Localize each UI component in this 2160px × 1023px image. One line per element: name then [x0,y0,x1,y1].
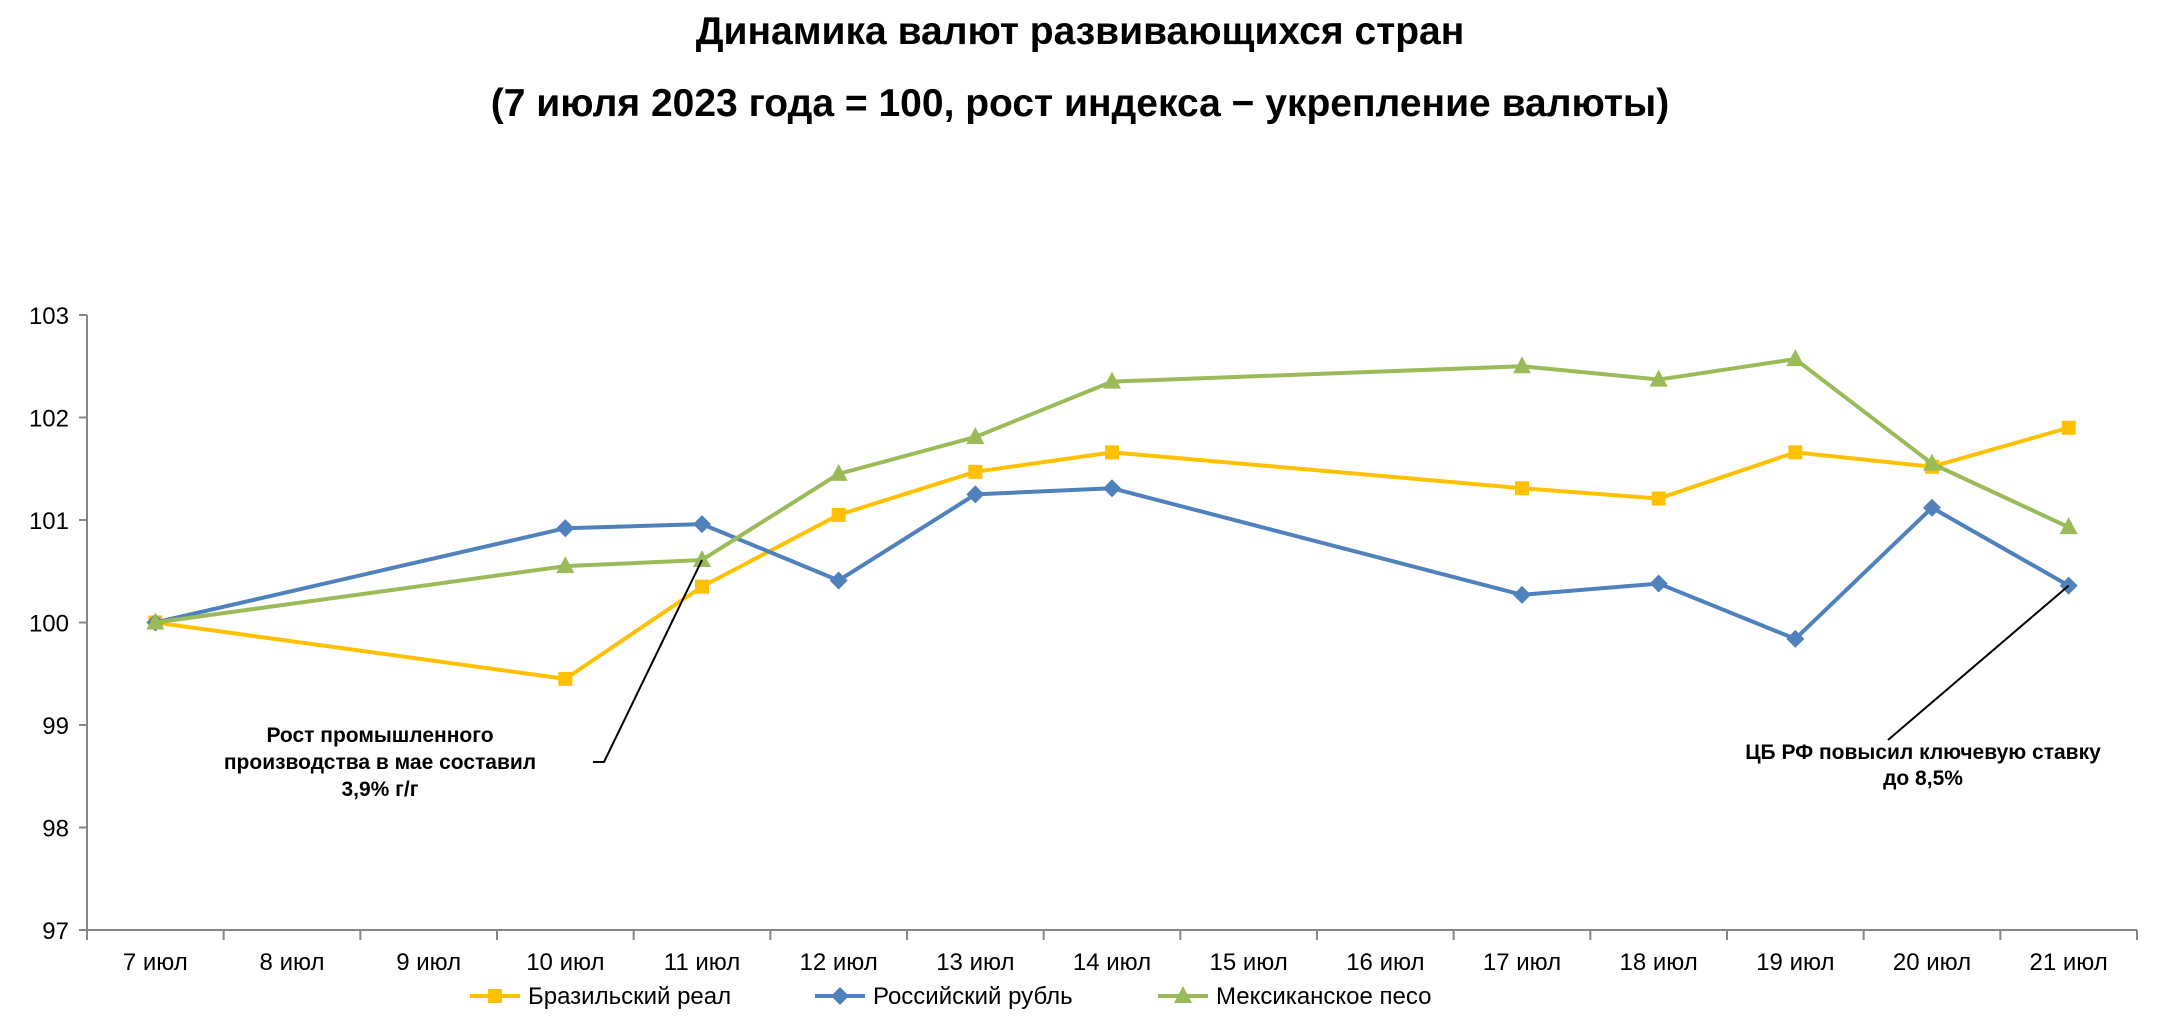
x-tick-label: 8 июл [260,949,325,976]
y-tick-label: 99 [42,713,69,740]
data-point-1 [968,464,983,479]
annotation-2-text: ЦБ РФ повысил ключевую ставку [1745,741,2101,764]
legend-marker-1 [488,989,502,1003]
data-point-2 [1649,574,1668,593]
x-tick-label: 18 июл [1620,949,1698,976]
x-tick-label: 17 июл [1483,949,1561,976]
legend-label-2: Российский рубль [873,983,1073,1010]
y-tick-label: 100 [29,611,69,638]
data-point-1 [1651,491,1666,506]
data-point-3 [556,556,575,574]
data-point-1 [1788,445,1803,460]
data-point-2 [829,571,848,590]
legend-label-1: Бразильский реал [528,983,731,1010]
data-point-3 [1513,356,1531,374]
legend-marker-3 [1174,986,1192,1003]
annotation-2-text: до 8,5% [1883,767,1963,790]
x-tick-label: 16 июл [1346,949,1424,976]
x-tick-label: 11 июл [664,949,740,976]
data-point-2 [966,485,985,504]
annotation-1-leader [593,559,703,763]
data-point-1 [1105,445,1119,460]
x-tick-label: 12 июл [800,949,878,976]
data-point-3 [1649,369,1668,387]
chart-title: Динамика валют развивающихся стран [695,10,1465,53]
data-point-1 [1515,481,1529,496]
x-tick-label: 13 июл [936,949,1014,976]
annotation-1-text: Рост промышленного [266,724,493,747]
data-point-3 [829,463,848,481]
y-tick-label: 103 [29,303,69,330]
series-line-2 [154,486,2070,641]
data-point-3 [693,549,711,567]
annotation-1-text: производства в мае составил [224,751,536,774]
x-tick-label: 15 июл [1210,949,1288,976]
data-point-1 [695,579,709,594]
x-tick-label: 19 июл [1756,949,1834,976]
legend-label-3: Мексиканское песо [1216,983,1432,1010]
x-tick-label: 9 июл [396,949,461,976]
data-point-3 [1923,453,1941,471]
data-point-2 [1103,479,1121,498]
series-line-1 [155,425,2070,681]
y-tick-label: 97 [42,918,69,945]
data-point-1 [2061,420,2076,435]
data-point-3 [2059,517,2078,535]
data-point-2 [1786,629,1805,648]
data-point-3 [146,612,165,630]
y-tick-label: 101 [29,508,69,535]
x-tick-label: 14 июл [1073,949,1151,976]
x-tick-label: 10 июл [526,949,604,976]
x-tick-label: 7 июл [123,949,188,976]
data-point-2 [556,519,575,538]
x-tick-label: 20 июл [1893,949,1971,976]
legend-marker-2 [831,987,849,1005]
data-point-1 [831,507,846,522]
data-point-2 [1923,498,1941,517]
annotation-2-leader [1887,584,2070,741]
y-tick-label: 98 [42,816,69,843]
data-point-3 [1103,371,1121,389]
x-tick-label: 21 июл [2030,949,2108,976]
data-point-1 [558,671,573,686]
data-point-2 [693,515,711,534]
y-tick-label: 102 [29,406,69,433]
annotation-1-text: 3,9% г/г [341,778,418,801]
data-point-3 [1786,349,1805,367]
data-point-2 [1513,585,1531,604]
chart-subtitle: (7 июля 2023 года = 100, рост индекса − … [490,82,1670,125]
data-point-3 [966,426,985,444]
